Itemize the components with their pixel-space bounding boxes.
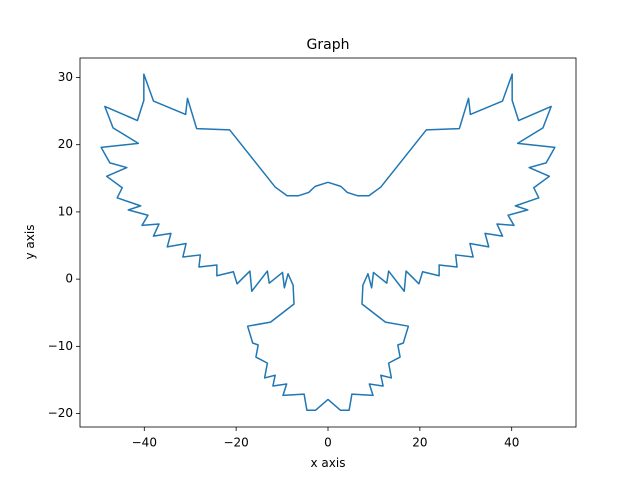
y-axis-label: y axis (23, 225, 37, 260)
x-axis-label: x axis (311, 456, 346, 470)
y-tick-label: 20 (58, 137, 73, 151)
x-tick-label: −20 (223, 436, 248, 450)
y-tick-label: −10 (48, 339, 73, 353)
y-tick-label: 0 (65, 272, 73, 286)
x-tick-label: 20 (412, 436, 427, 450)
axes-frame (79, 57, 577, 428)
y-tick-label: −20 (48, 406, 73, 420)
y-tick-label: 10 (58, 204, 73, 218)
chart-title: Graph (307, 37, 350, 53)
x-tick-label: −40 (132, 436, 157, 450)
x-tick-label: 40 (504, 436, 519, 450)
x-tick-label: 0 (324, 436, 332, 450)
y-tick-label: 30 (58, 70, 73, 84)
data-line (100, 73, 556, 411)
